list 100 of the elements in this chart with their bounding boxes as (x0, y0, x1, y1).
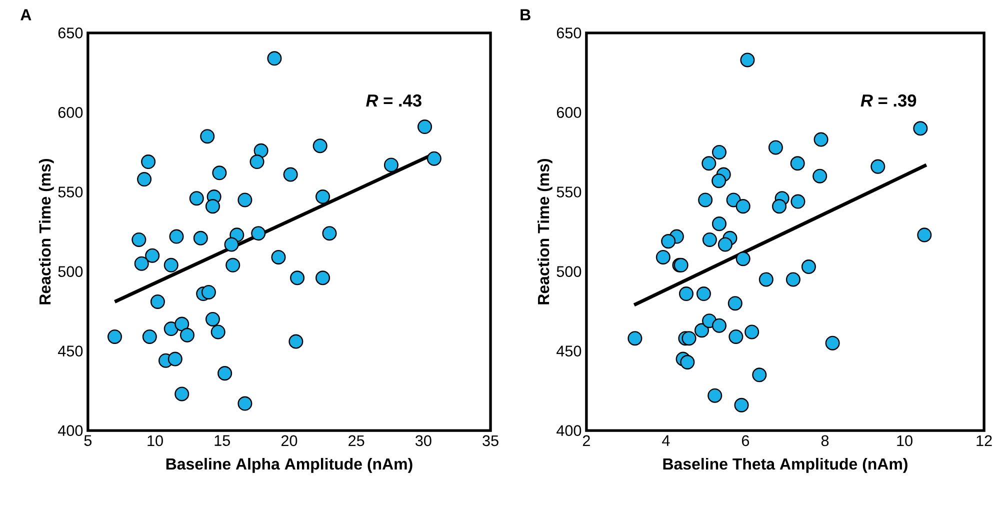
point (312, 138, 328, 154)
point (164, 322, 178, 336)
point (180, 328, 194, 343)
point (712, 174, 726, 188)
x-tick-label: 5 (84, 436, 92, 446)
point (145, 248, 160, 264)
point (132, 232, 146, 248)
y-tick-label: 450 (58, 346, 83, 357)
point (174, 317, 190, 332)
x-axis-title: Baseline Alpha Amplitude (nAm) (166, 458, 412, 474)
x-tick-label: 25 (348, 436, 364, 446)
point (283, 168, 298, 182)
point (718, 237, 732, 252)
point (316, 270, 330, 286)
annotation: R = .43 (366, 94, 422, 107)
point (189, 191, 204, 206)
x-axis-title: Baseline Theta Amplitude (nAm) (663, 458, 908, 474)
y-tick-label: 550 (58, 186, 83, 198)
y-tick-label: 500 (556, 266, 582, 278)
point (251, 226, 266, 241)
x-tick-label: 12 (976, 436, 992, 446)
y-tick-label: 550 (556, 186, 582, 198)
annotation: R = .39 (860, 94, 916, 107)
point (708, 388, 722, 404)
point (698, 192, 713, 208)
point (694, 323, 710, 338)
point (712, 216, 726, 232)
x-tick-label: 6 (742, 436, 750, 446)
point (134, 256, 149, 272)
point (316, 190, 330, 204)
point (736, 252, 750, 266)
y-axis-title: Reaction Time (ms) (537, 159, 552, 305)
point (141, 154, 156, 170)
point (736, 199, 750, 214)
point (702, 232, 717, 248)
point (271, 250, 286, 265)
y-tick-label: 650 (58, 28, 83, 39)
x-tick-label: 4 (662, 436, 670, 446)
point (812, 169, 828, 184)
x-tick-label: 8 (821, 436, 829, 446)
point (418, 120, 432, 134)
chart-title: A (20, 10, 32, 21)
point (288, 334, 304, 350)
point (870, 160, 886, 174)
point (680, 355, 695, 370)
point (193, 231, 208, 246)
point (250, 154, 264, 170)
point (712, 145, 726, 160)
point (201, 285, 216, 300)
point (168, 352, 182, 367)
x-tick-label: 2 (582, 436, 590, 446)
point (224, 237, 239, 252)
y-tick-label: 600 (58, 107, 83, 118)
point (917, 228, 932, 242)
point (744, 324, 760, 340)
point (752, 368, 767, 382)
point (322, 226, 337, 241)
point (678, 286, 694, 302)
point (734, 398, 749, 413)
point (790, 194, 806, 210)
point (200, 129, 215, 144)
x-tick-label: 35 (482, 436, 498, 446)
point (768, 140, 783, 155)
y-tick-label: 600 (556, 107, 582, 118)
point (238, 192, 252, 208)
point (786, 272, 800, 287)
point (267, 51, 282, 66)
point (728, 296, 742, 311)
x-tick-label: 20 (281, 436, 298, 446)
point (169, 230, 184, 244)
point (772, 199, 787, 214)
y-tick-label: 650 (556, 28, 582, 39)
point (790, 156, 805, 171)
point (913, 121, 928, 136)
point (164, 258, 178, 273)
point (205, 312, 220, 327)
x-tick-label: 10 (148, 436, 163, 446)
point (108, 330, 122, 344)
point (137, 172, 152, 187)
point (712, 318, 726, 334)
y-tick-label: 450 (556, 346, 582, 357)
chart-title: B (520, 10, 530, 21)
x-tick-label: 10 (897, 436, 912, 446)
y-tick-label: 500 (58, 266, 83, 278)
x-tick-label: 15 (214, 436, 230, 446)
point (740, 52, 755, 68)
point (696, 286, 711, 302)
point (290, 270, 305, 286)
point (814, 132, 828, 148)
point (656, 250, 670, 265)
y-tick-label: 400 (58, 425, 83, 436)
point (728, 330, 744, 344)
point (426, 152, 442, 166)
point (702, 156, 716, 171)
point (210, 324, 226, 340)
point (212, 166, 227, 180)
point (174, 386, 190, 402)
point (218, 366, 232, 381)
point (661, 234, 676, 249)
point (682, 331, 696, 346)
